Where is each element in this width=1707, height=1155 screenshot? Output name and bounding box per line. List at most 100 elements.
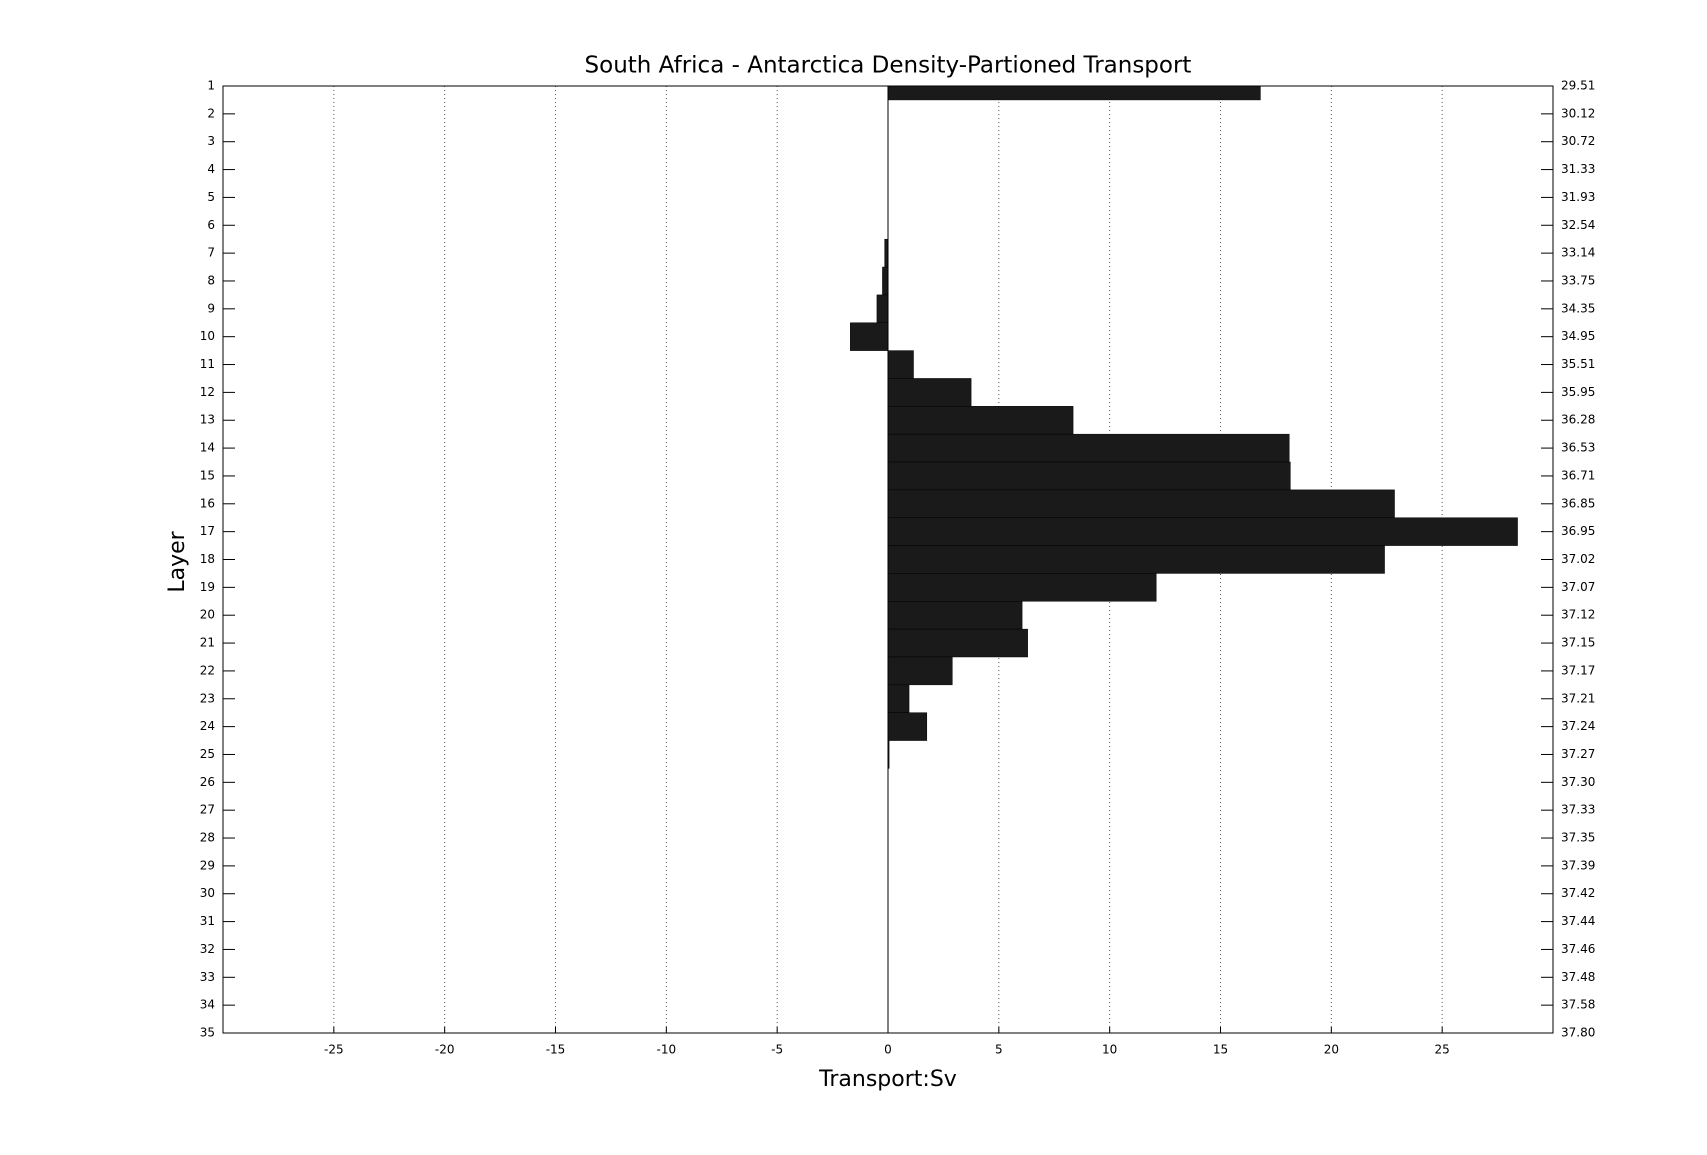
x-axis-title: Transport:Sv — [818, 1067, 957, 1092]
y-tick-label: 35 — [200, 1026, 215, 1040]
x-tick-label: 0 — [884, 1043, 892, 1057]
y-tick-label: 8 — [207, 273, 215, 287]
y2-tick-label: 37.15 — [1561, 636, 1595, 650]
y-tick-label: 26 — [200, 775, 215, 789]
y-tick-label: 9 — [207, 301, 215, 315]
y2-tick-label: 37.21 — [1561, 691, 1595, 705]
plot-area — [333, 86, 1518, 1033]
y-tick-label: 2 — [207, 106, 215, 120]
y2-tick-label: 34.35 — [1561, 301, 1595, 315]
bar — [887, 461, 1291, 491]
y-tick-label: 18 — [200, 552, 215, 566]
x-tick-label: -10 — [657, 1043, 677, 1057]
x-tick-label: -25 — [324, 1043, 344, 1057]
y2-tick-label: 37.02 — [1561, 552, 1595, 566]
x-tick-label: -5 — [771, 1043, 783, 1057]
y-axis-title: Layer — [165, 530, 190, 592]
bar — [887, 378, 972, 407]
y2-tick-label: 37.12 — [1561, 608, 1595, 622]
y2-tick-label: 37.80 — [1561, 1026, 1595, 1040]
y-tick-label: 33 — [200, 970, 215, 984]
y2-tick-label: 30.72 — [1561, 134, 1595, 148]
y-tick-label: 12 — [200, 385, 215, 399]
y-tick-label: 23 — [200, 691, 215, 705]
bar — [876, 294, 889, 324]
y2-tick-label: 37.42 — [1561, 886, 1595, 900]
y2-tick-label: 36.95 — [1561, 524, 1595, 538]
x-tick-label: 5 — [995, 1043, 1003, 1057]
y2-tick-label: 36.85 — [1561, 496, 1595, 510]
y-tick-label: 4 — [207, 162, 215, 176]
y2-tick-label: 29.51 — [1561, 79, 1595, 93]
y-tick-label: 15 — [200, 468, 215, 482]
y2-tick-label: 37.46 — [1561, 942, 1595, 956]
x-tick-label: -20 — [435, 1043, 455, 1057]
x-tick-label: -15 — [546, 1043, 566, 1057]
y2-tick-label: 36.53 — [1561, 441, 1595, 455]
y2-tick-label: 30.12 — [1561, 106, 1595, 120]
y2-tick-label: 31.93 — [1561, 190, 1595, 204]
y2-tick-label: 37.24 — [1561, 719, 1595, 733]
y-tick-label: 3 — [207, 134, 215, 148]
y-tick-label: 25 — [200, 747, 215, 761]
x-tick-label: 15 — [1213, 1043, 1228, 1057]
bar — [887, 545, 1385, 574]
y2-tick-label: 37.48 — [1561, 970, 1595, 984]
bar — [887, 406, 1074, 435]
y-tick-label: 34 — [200, 998, 215, 1012]
y-tick-label: 16 — [200, 496, 215, 510]
bar — [850, 322, 889, 351]
y-tick-label: 21 — [200, 636, 215, 650]
y2-tick-label: 37.07 — [1561, 580, 1595, 594]
y-tick-label: 30 — [200, 886, 215, 900]
y2-tick-label: 36.28 — [1561, 413, 1595, 427]
y-tick-label: 19 — [200, 580, 215, 594]
bar — [887, 573, 1157, 602]
y2-tick-label: 35.51 — [1561, 357, 1595, 371]
bar — [887, 350, 914, 379]
y-tick-label: 1 — [207, 79, 215, 93]
bar — [887, 433, 1290, 463]
y-tick-label: 17 — [200, 524, 215, 538]
y-tick-label: 20 — [200, 608, 215, 622]
y-tick-label: 28 — [200, 831, 215, 845]
y-tick-label: 13 — [200, 413, 215, 427]
y2-tick-label: 37.17 — [1561, 663, 1595, 677]
x-tick-label: 10 — [1102, 1043, 1117, 1057]
bar — [887, 517, 1518, 546]
y2-tick-label: 34.95 — [1561, 329, 1595, 343]
y2-tick-label: 31.33 — [1561, 162, 1595, 176]
y2-tick-label: 37.33 — [1561, 803, 1595, 817]
y2-tick-label: 36.71 — [1561, 468, 1595, 482]
y-tick-label: 24 — [200, 719, 215, 733]
y-tick-label: 32 — [200, 942, 215, 956]
bar — [882, 266, 889, 296]
x-tick-label: 20 — [1324, 1043, 1339, 1057]
y2-tick-label: 37.27 — [1561, 747, 1595, 761]
y2-tick-label: 33.14 — [1561, 246, 1595, 260]
y-tick-label: 7 — [207, 246, 215, 260]
y-tick-label: 6 — [207, 218, 215, 232]
y2-tick-label: 32.54 — [1561, 218, 1595, 232]
y2-tick-label: 35.95 — [1561, 385, 1595, 399]
y-tick-label: 27 — [200, 803, 215, 817]
bar — [887, 489, 1395, 518]
bar — [887, 601, 1023, 630]
bar — [887, 712, 928, 741]
y2-tick-label: 37.44 — [1561, 914, 1595, 928]
y2-tick-label: 37.35 — [1561, 831, 1595, 845]
y-tick-label: 14 — [200, 441, 215, 455]
y-tick-label: 10 — [200, 329, 215, 343]
y-tick-label: 31 — [200, 914, 215, 928]
bar — [887, 684, 910, 713]
bar — [887, 656, 953, 686]
y2-tick-label: 37.58 — [1561, 998, 1595, 1012]
chart-title: South Africa - Antarctica Density-Partio… — [585, 53, 1192, 79]
bar — [887, 628, 1028, 658]
y2-tick-label: 37.30 — [1561, 775, 1595, 789]
y-tick-label: 29 — [200, 858, 215, 872]
y2-tick-label: 37.39 — [1561, 858, 1595, 872]
x-tick-label: 25 — [1435, 1043, 1450, 1057]
